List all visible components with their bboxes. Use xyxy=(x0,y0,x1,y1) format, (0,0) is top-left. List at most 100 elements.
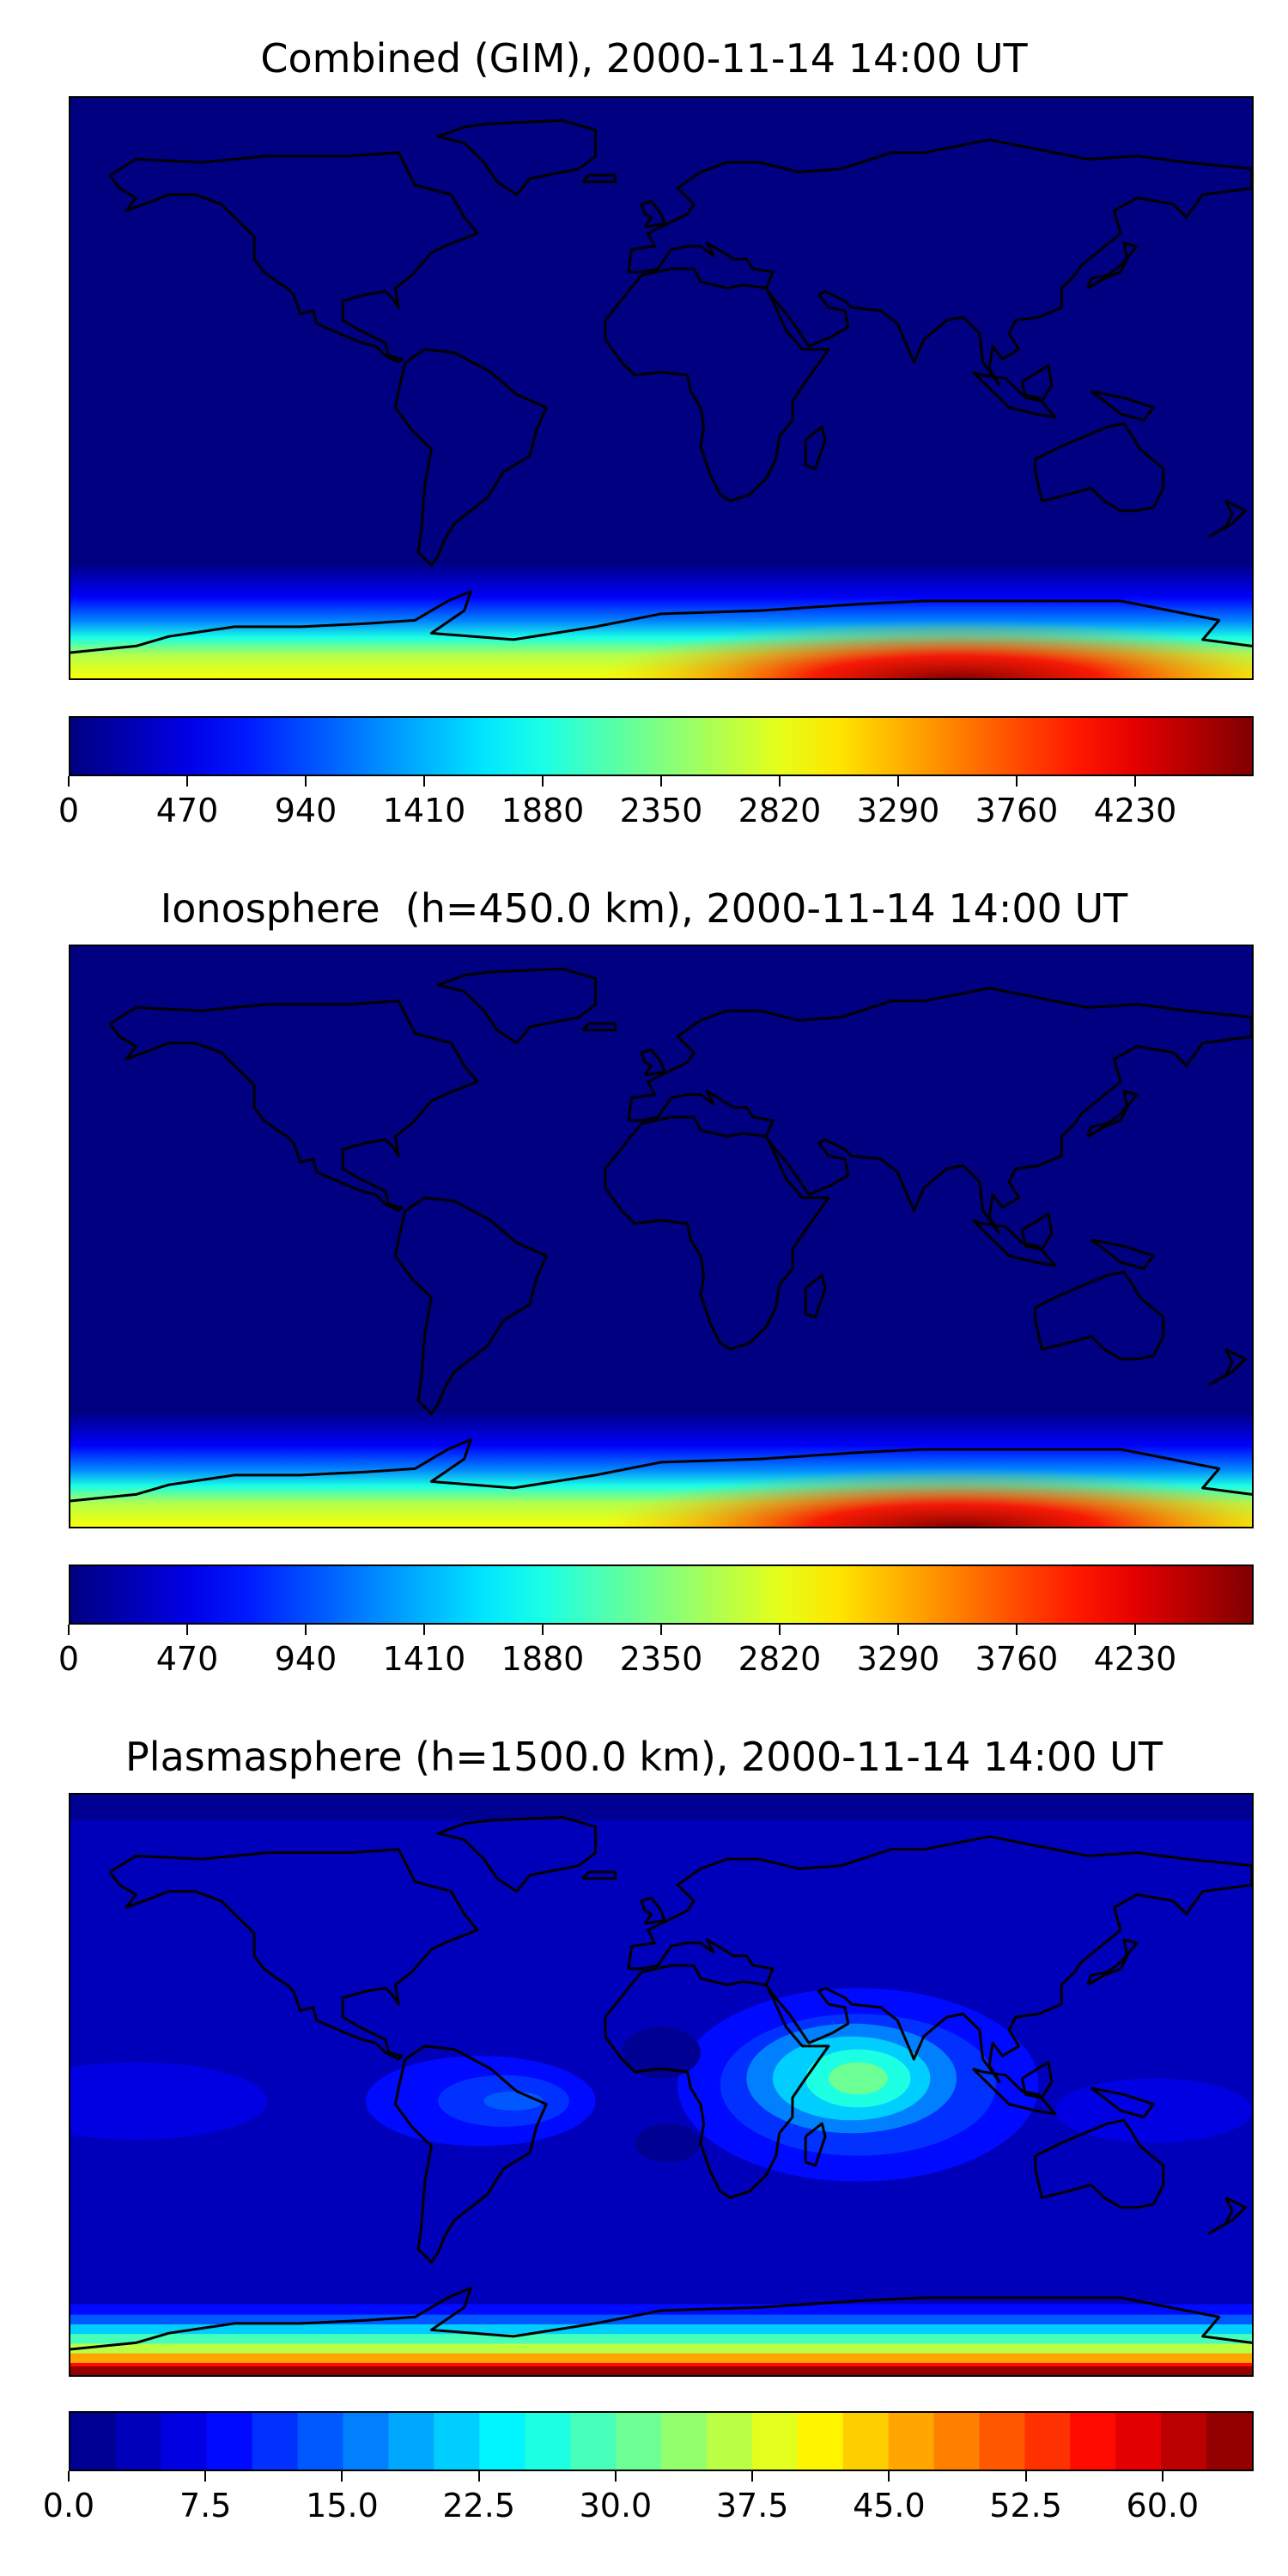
coastline-path xyxy=(604,1115,830,1351)
coastline-path xyxy=(1086,1938,1139,1986)
coastline-path xyxy=(70,2287,1252,2351)
coastline-path xyxy=(393,348,548,568)
coastline-path xyxy=(640,199,666,228)
colorbar-tick xyxy=(1024,2471,1027,2482)
colorbar-ticks: 0 470 940 1410 1880 2350 2820 3290 3760 4230 xyxy=(58,1625,1254,1678)
colorbar-tick-label: 4230 xyxy=(1093,792,1177,829)
coastline-path xyxy=(627,1835,1252,2083)
colorbar-tick-label: 3290 xyxy=(856,792,940,829)
colorbar-tick-label: 1880 xyxy=(501,792,585,829)
colorbar-level xyxy=(252,2413,299,2470)
contour-band xyxy=(70,2352,1252,2363)
coastline-path xyxy=(604,267,830,502)
colorbar-level xyxy=(1161,2413,1207,2470)
tec-peak xyxy=(596,620,1252,678)
colorbar-level xyxy=(343,2413,390,2470)
colorbar-discrete xyxy=(70,2413,1252,2470)
colorbar-level xyxy=(1070,2413,1116,2470)
colorbar-level xyxy=(570,2413,617,2470)
contour-blob xyxy=(622,2026,701,2079)
coastline-path xyxy=(1020,364,1054,403)
colorbar-gradient xyxy=(70,718,1252,775)
colorbar-tick xyxy=(186,776,188,787)
coastline-path xyxy=(627,987,1252,1235)
colorbar-tick-label: 1410 xyxy=(382,792,466,829)
coastline-path xyxy=(640,1896,666,1925)
colorbar-level xyxy=(616,2413,662,2470)
colorbar-level xyxy=(297,2413,344,2470)
colorbar-level xyxy=(206,2413,253,2470)
map-ionosphere xyxy=(69,945,1254,1528)
colorbar-tick xyxy=(751,2471,754,2482)
colorbar-level xyxy=(161,2413,208,2470)
colorbar-tick-label: 1880 xyxy=(501,1640,585,1678)
colorbar-ionosphere xyxy=(69,1564,1254,1625)
chart-title: Plasmasphere (h=1500.0 km), 2000-11-14 1… xyxy=(125,1734,1163,1780)
coastline-path xyxy=(436,118,598,197)
colorbar-tick xyxy=(68,776,70,787)
coastline-path xyxy=(640,1048,666,1077)
colorbar-tick-label: 4230 xyxy=(1093,1640,1177,1678)
coastline-path xyxy=(804,425,827,471)
heatmap-ionosphere xyxy=(70,946,1252,1527)
colorbar-tick xyxy=(660,776,662,787)
tec-band xyxy=(70,98,1252,678)
colorbar-plasmasphere xyxy=(69,2411,1254,2471)
coastline-path xyxy=(393,1196,548,1416)
coastline-path xyxy=(1090,2087,1155,2119)
contour-blob xyxy=(635,2123,701,2163)
colorbar-ticks: 0 470 940 1410 1880 2350 2820 3290 3760 4230 xyxy=(58,776,1254,829)
coastline-path xyxy=(627,138,1252,386)
coastline-path xyxy=(972,2067,1057,2116)
colorbar-fill xyxy=(70,1566,1252,1623)
colorbar-tick xyxy=(186,1625,188,1635)
contour-band xyxy=(70,2313,1252,2324)
colorbar-tick-label: 7.5 xyxy=(179,2487,232,2524)
coastline-path xyxy=(1034,422,1165,513)
colorbar-tick-label: 3760 xyxy=(975,792,1059,829)
colorbar-tick-label: 3290 xyxy=(856,1640,940,1678)
coastline-path xyxy=(1090,390,1155,422)
colorbar-tick xyxy=(423,776,425,787)
colorbar-gradient xyxy=(70,1566,1252,1623)
colorbar-level xyxy=(661,2413,708,2470)
contour-band xyxy=(70,2342,1252,2354)
map-plasmasphere xyxy=(69,1793,1254,2377)
colorbar-tick xyxy=(68,2471,70,2482)
map-combined xyxy=(69,96,1254,680)
colorbar-tick xyxy=(897,776,899,787)
colorbar-level xyxy=(797,2413,844,2470)
coastline-path xyxy=(70,590,1252,654)
colorbar-tick xyxy=(68,1625,70,1635)
colorbar-tick xyxy=(779,776,781,787)
contour-blob xyxy=(1054,2078,1252,2143)
coastline-path xyxy=(108,999,479,1212)
coastline-path xyxy=(804,2122,827,2167)
colorbar-level xyxy=(1115,2413,1162,2470)
contour-band xyxy=(70,2366,1252,2375)
coastlines xyxy=(70,118,1252,654)
colorbar-tick-label: 0.0 xyxy=(42,2487,95,2524)
coastline-path xyxy=(1207,2196,1247,2235)
colorbar-tick xyxy=(614,2471,617,2482)
colorbar-level xyxy=(933,2413,981,2470)
colorbar-level xyxy=(751,2413,799,2470)
coastline-path xyxy=(436,967,598,1045)
map-background xyxy=(70,1795,1252,2375)
coastline-path xyxy=(1034,2118,1165,2209)
coastline-path xyxy=(1207,500,1247,538)
colorbar-tick xyxy=(1134,1625,1136,1635)
colorbar-tick xyxy=(1161,2471,1163,2482)
colorbar-tick-label: 470 xyxy=(155,792,219,829)
coastline-path xyxy=(1086,1090,1139,1138)
colorbar-tick xyxy=(542,1625,544,1635)
coastline-path xyxy=(1034,1270,1165,1361)
coastlines xyxy=(70,1815,1252,2351)
coastline-path xyxy=(1020,1212,1054,1251)
colorbar-tick-label: 0 xyxy=(58,792,80,829)
coastline-path xyxy=(581,1870,617,1880)
colorbar-tick xyxy=(341,2471,343,2482)
colorbar-level xyxy=(979,2413,1025,2470)
colorbar-tick-label: 52.5 xyxy=(989,2487,1062,2524)
colorbar-tick-label: 1410 xyxy=(382,1640,466,1678)
